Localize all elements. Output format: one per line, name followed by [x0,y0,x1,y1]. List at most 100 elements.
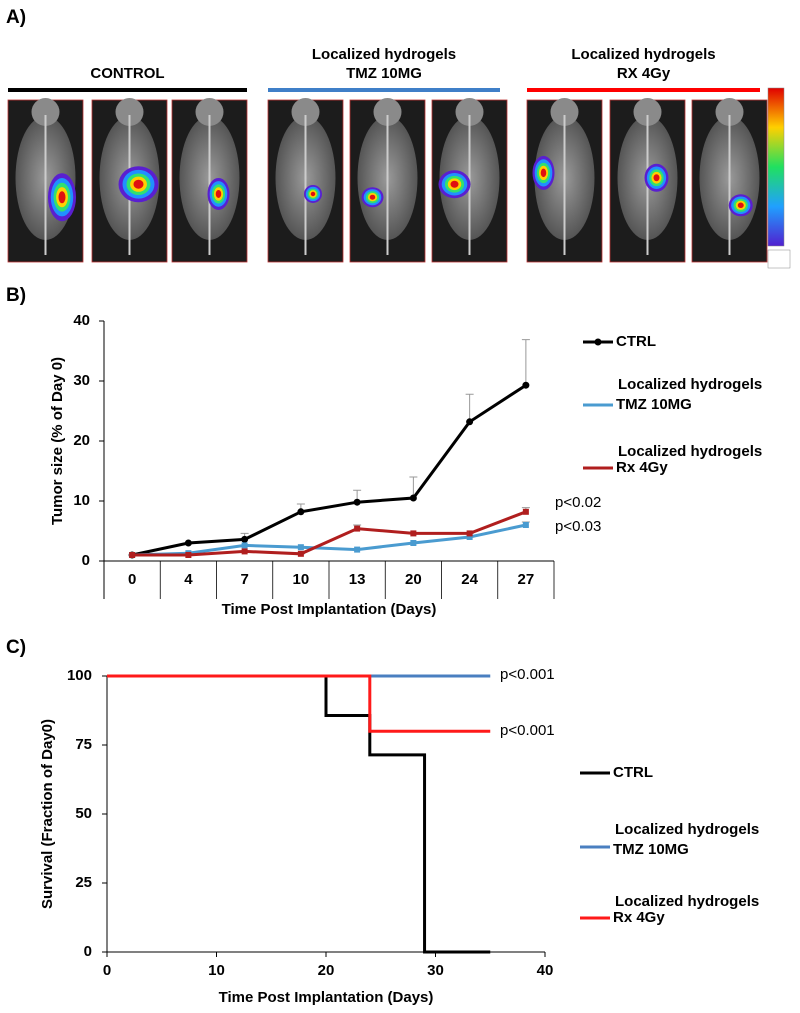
point [354,546,361,553]
mouse-image [691,98,768,263]
point [241,535,249,543]
mouse-image [171,98,248,263]
mouse-image [91,98,168,263]
series-line [132,510,527,557]
mouse-image [267,98,344,263]
error-bar [465,393,474,422]
legend-label: TMZ 10MG [613,841,689,858]
mouse-image [349,98,426,263]
x-tick-label: 27 [518,571,535,588]
x-tick-label: 4 [184,571,193,588]
x-tick-label: 24 [461,571,478,588]
point [297,544,304,551]
p-value: p<0.001 [500,722,555,739]
point [466,418,474,426]
legend-label: Localized hydrogels [618,443,762,460]
group-label: Localized hydrogels [571,46,715,63]
x-tick-label: 7 [240,571,248,588]
y-axis-label: Tumor size (% of Day 0) [49,357,66,525]
signal [310,191,316,197]
y-tick-label: 10 [73,492,90,509]
y-tick-label: 0 [84,943,92,960]
x-tick-label: 0 [128,571,136,588]
point [353,498,361,506]
x-axis-label: Time Post Implantation (Days) [222,601,437,618]
point [410,540,417,546]
signal [215,189,222,198]
mouse-image [526,98,603,263]
y-tick-label: 100 [67,667,92,684]
point [185,552,192,558]
group-label: RX 4Gy [617,65,671,82]
legend-label: Localized hydrogels [615,893,759,910]
legend-marker [594,338,602,346]
legend-label: CTRL [616,333,656,350]
p-value: p<0.001 [500,666,555,683]
y-tick-label: 75 [75,736,92,753]
legend-label: CTRL [613,764,653,781]
x-tick-label: 40 [537,962,554,979]
x-tick-label: 0 [103,962,111,979]
mouse-head [550,98,579,126]
x-tick-label: 20 [318,962,335,979]
y-tick-label: 0 [82,552,90,569]
signal [58,191,66,204]
mouse-head [373,98,402,126]
mouse-head [195,98,224,126]
legend-label: Rx 4Gy [616,459,668,476]
mouse-image [609,98,686,263]
p-value: p<0.03 [555,518,601,535]
signal [737,202,744,209]
legend-label: Localized hydrogels [618,376,762,393]
survival-step [107,674,491,733]
group-label: CONTROL [90,65,164,82]
group-label: Localized hydrogels [312,46,456,63]
point [409,494,417,502]
point [466,530,473,537]
point [410,530,417,537]
p-value: p<0.02 [555,494,601,511]
signal [540,168,547,178]
group-label: TMZ 10MG [346,65,422,82]
point [354,525,361,532]
signal [653,174,660,182]
x-tick-label: 30 [427,962,444,979]
point [241,548,248,555]
legend-label: Rx 4Gy [613,909,665,926]
mouse-head [715,98,744,126]
x-tick-label: 20 [405,571,422,588]
y-tick-label: 50 [75,805,92,822]
signal [450,180,459,188]
colorbar [767,87,785,247]
point [241,542,248,549]
y-tick-label: 40 [73,312,90,329]
mouse-head [115,98,144,126]
point [522,522,529,528]
mouse-image [7,98,84,263]
mouse-head [31,98,60,126]
x-tick-label: 13 [349,571,366,588]
series-line [131,383,527,557]
y-axis-label: Survival (Fraction of Day0) [39,719,56,909]
point [466,534,473,540]
mouse-head [455,98,484,126]
mouse-head [291,98,320,126]
x-tick-label: 10 [293,571,310,588]
point [522,381,530,389]
y-tick-label: 20 [73,432,90,449]
panel-label: A) [6,7,26,28]
survival-step [107,674,491,954]
y-tick-label: 30 [73,372,90,389]
legend-label: Localized hydrogels [615,821,759,838]
mouse-head [633,98,662,126]
point [297,550,304,557]
error-bar [521,339,530,386]
x-tick-label: 10 [208,962,225,979]
y-tick-label: 25 [75,874,92,891]
point [184,539,192,547]
mouse-image [431,98,508,263]
colorbar-box [767,249,791,269]
series-line [132,523,527,557]
point [522,508,529,515]
